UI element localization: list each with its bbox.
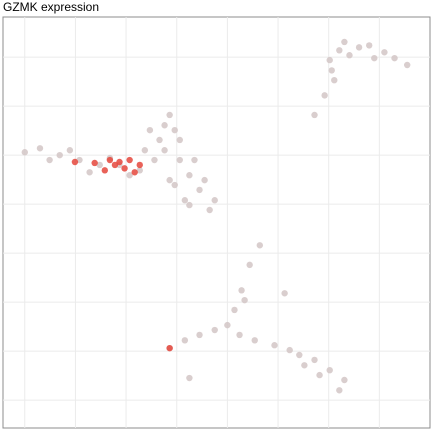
point: [256, 242, 264, 249]
point: [196, 186, 203, 194]
point: [328, 67, 335, 74]
point: [301, 362, 308, 369]
point: [326, 56, 333, 64]
point: [106, 156, 114, 164]
point: [371, 54, 378, 62]
point: [321, 92, 328, 99]
point: [96, 161, 103, 169]
point: [186, 172, 193, 179]
point: [116, 158, 123, 166]
point: [186, 201, 193, 209]
point: [161, 147, 168, 154]
point: [161, 122, 168, 129]
point: [126, 172, 133, 179]
plot-panel: [2, 16, 431, 429]
point: [211, 197, 218, 204]
point: [101, 167, 109, 174]
point: [238, 287, 245, 294]
point: [166, 176, 173, 184]
point: [196, 331, 203, 339]
point: [91, 159, 98, 167]
point: [366, 42, 373, 49]
point: [176, 136, 183, 144]
point: [186, 374, 193, 382]
point: [231, 306, 238, 314]
point: [341, 38, 348, 46]
point: [326, 366, 333, 374]
point: [131, 169, 138, 176]
point: [381, 49, 388, 56]
point: [296, 351, 303, 359]
point: [201, 176, 208, 184]
point: [355, 44, 363, 51]
point: [281, 290, 288, 297]
point: [136, 161, 143, 169]
point: [176, 156, 183, 164]
point: [316, 371, 323, 379]
point: [181, 197, 189, 204]
point: [331, 76, 338, 84]
point: [336, 387, 343, 394]
point: [311, 111, 318, 119]
chart-title: GZMK expression: [3, 0, 99, 14]
point: [171, 181, 178, 189]
point: [206, 206, 213, 214]
point: [156, 136, 163, 144]
point: [71, 158, 79, 166]
point: [36, 145, 44, 152]
point: [211, 326, 218, 334]
point: [251, 337, 258, 344]
point: [166, 344, 173, 352]
point: [224, 321, 231, 329]
point: [151, 156, 158, 164]
point: [136, 167, 143, 174]
point: [236, 331, 243, 339]
point: [286, 346, 293, 354]
point: [141, 147, 149, 154]
point: [66, 147, 74, 154]
point: [146, 126, 154, 134]
point: [46, 156, 53, 164]
point: [241, 296, 248, 304]
point: [56, 151, 63, 159]
point: [21, 149, 28, 156]
point: [166, 111, 173, 119]
point: [121, 165, 128, 172]
point: [271, 342, 278, 349]
point: [346, 52, 353, 59]
point: [171, 126, 178, 134]
point: [404, 61, 411, 69]
point: [111, 161, 119, 169]
point: [126, 156, 133, 164]
point: [341, 376, 348, 384]
point: [181, 337, 189, 344]
point: [391, 54, 398, 62]
point: [86, 169, 93, 176]
point: [246, 261, 253, 269]
point: [311, 356, 318, 364]
point: [336, 47, 343, 54]
point: [191, 156, 198, 164]
